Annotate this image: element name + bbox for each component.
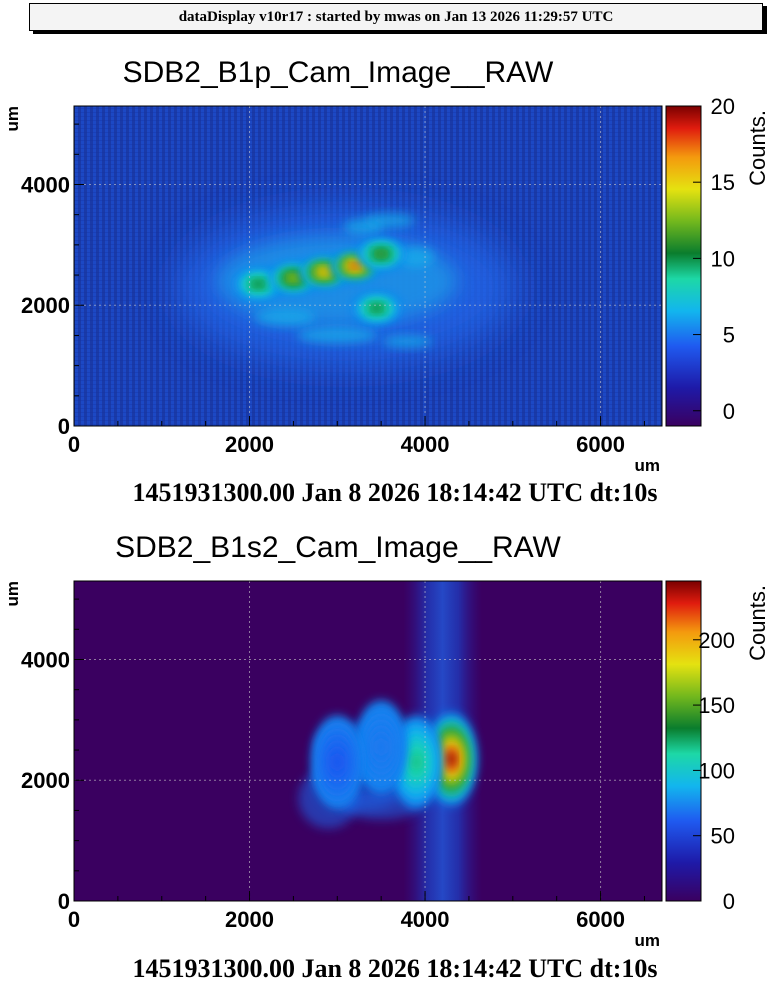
z-tick-label: 0 <box>723 889 735 914</box>
wisp <box>297 327 378 344</box>
color-bar <box>665 105 702 427</box>
plot-frame <box>73 580 663 902</box>
chart-title: SDB2_B1s2_Cam_Image__RAW <box>115 531 561 564</box>
wisp <box>382 335 433 348</box>
data-blob <box>373 306 381 311</box>
x-tick-label: 4000 <box>401 432 450 457</box>
wisp <box>254 309 315 326</box>
data-blob <box>289 275 297 281</box>
color-bar <box>665 580 702 902</box>
chart-title: SDB2_B1p_Cam_Image__RAW <box>123 56 554 89</box>
data-blob <box>254 281 262 287</box>
z-tick-label: 200 <box>698 628 735 653</box>
z-tick-label: 100 <box>698 758 735 783</box>
data-blob <box>447 752 456 767</box>
plot-area <box>74 581 662 901</box>
x-tick-label: 2000 <box>225 432 274 457</box>
y-axis-label: um <box>3 581 22 607</box>
x-axis-label: um <box>635 931 661 950</box>
data-blob <box>377 251 385 257</box>
x-tick-label: 0 <box>68 432 80 457</box>
y-tick-label: 2000 <box>21 768 70 793</box>
wisp <box>364 213 415 228</box>
z-tick-label: 50 <box>711 824 735 849</box>
data-blob <box>351 263 359 269</box>
y-tick-label: 4000 <box>21 647 70 672</box>
y-tick-label: 0 <box>58 414 70 439</box>
y-tick-label: 2000 <box>21 293 70 318</box>
plot-area <box>74 106 662 426</box>
z-tick-label: 20 <box>711 94 735 119</box>
y-tick-label: 0 <box>58 889 70 914</box>
plot-frame <box>73 105 663 427</box>
z-tick-label: 0 <box>723 399 735 424</box>
header-banner: dataDisplay v10r17 : started by mwas on … <box>29 3 763 31</box>
timestamp-footer: 1451931300.00 Jan 8 2026 18:14:42 UTC dt… <box>132 954 657 983</box>
y-axis-label: um <box>3 106 22 132</box>
timestamp-footer: 1451931300.00 Jan 8 2026 18:14:42 UTC dt… <box>132 478 657 507</box>
x-tick-label: 4000 <box>401 907 450 932</box>
x-tick-label: 2000 <box>225 907 274 932</box>
y-tick-label: 4000 <box>21 172 70 197</box>
data-blob <box>412 755 421 770</box>
header-text: dataDisplay v10r17 : started by mwas on … <box>178 8 614 25</box>
z-tick-label: 10 <box>711 246 735 271</box>
data-blob <box>333 755 342 770</box>
z-tick-label: 150 <box>698 693 735 718</box>
z-tick-label: 15 <box>711 170 735 195</box>
data-blob <box>320 269 328 275</box>
x-tick-label: 6000 <box>576 432 625 457</box>
x-tick-label: 6000 <box>576 907 625 932</box>
x-axis-label: um <box>635 456 661 475</box>
x-tick-label: 0 <box>68 907 80 932</box>
z-tick-label: 5 <box>723 323 735 348</box>
color-bar-label: Counts. <box>745 110 770 186</box>
color-bar-label: Counts. <box>745 585 770 661</box>
data-blob <box>377 740 385 755</box>
